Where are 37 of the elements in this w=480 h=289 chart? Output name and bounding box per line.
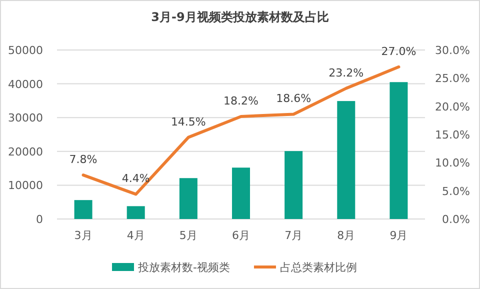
data-label: 23.2% xyxy=(328,66,364,80)
legend-label: 占总类素材比例 xyxy=(280,261,357,274)
data-label: 27.0% xyxy=(381,44,416,58)
x-tick-label: 5月 xyxy=(179,229,198,242)
x-tick-label: 6月 xyxy=(232,229,250,242)
y2-tick-label: 10.0% xyxy=(435,156,470,170)
y-tick-label: 30000 xyxy=(8,112,43,125)
y-tick-label: 20000 xyxy=(8,145,43,158)
y2-tick-label: 30.0% xyxy=(435,44,470,57)
bar xyxy=(126,206,145,219)
y2-tick-label: 20.0% xyxy=(435,100,470,114)
bar xyxy=(390,82,408,219)
bar xyxy=(337,101,356,219)
data-label: 4.4% xyxy=(122,172,150,186)
y2-tick-label: 0.0% xyxy=(442,213,470,226)
bar xyxy=(284,151,303,219)
chart-title: 3月-9月视频类投放素材数及占比 xyxy=(151,10,329,24)
data-label: 14.5% xyxy=(170,115,206,128)
y-tick-label: 40000 xyxy=(8,78,43,91)
y-tick-label: 0 xyxy=(36,213,43,226)
bar xyxy=(179,178,198,219)
x-tick-label: 4月 xyxy=(126,229,145,242)
legend-label: 投放素材数-视频类 xyxy=(137,261,230,274)
x-tick-label: 8月 xyxy=(337,229,356,242)
y2-tick-label: 5.0% xyxy=(442,184,470,198)
x-tick-label: 7月 xyxy=(284,229,303,242)
data-label: 18.2% xyxy=(224,94,258,108)
x-tick-label: 3月 xyxy=(74,229,92,242)
y-tick-label: 50000 xyxy=(8,44,43,57)
x-tick-label: 9月 xyxy=(390,229,408,242)
y2-tick-label: 15.0% xyxy=(435,128,470,142)
data-label: 7.8% xyxy=(69,153,98,166)
bar xyxy=(74,200,92,219)
data-label: 18.6% xyxy=(276,92,312,106)
bar xyxy=(232,168,250,219)
y-tick-label: 10000 xyxy=(8,179,43,192)
y2-tick-label: 25.0% xyxy=(435,72,470,86)
